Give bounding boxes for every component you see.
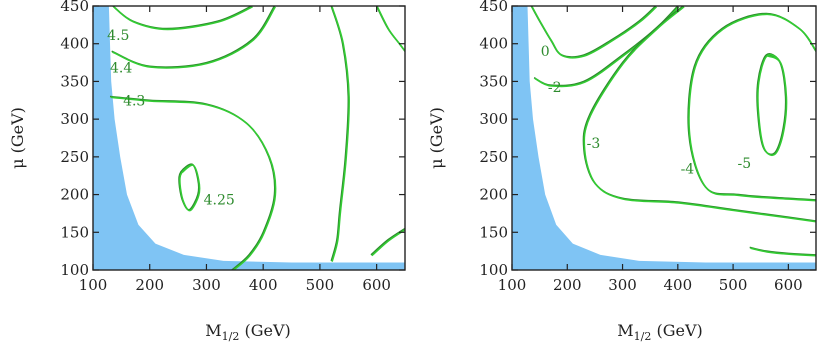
contour-label: 4.3 — [123, 94, 145, 110]
panel-right: 0 -2 -3 -4 -5 100 200 300 400 500 600 100 150 200 250 3… — [427, 0, 817, 343]
y-tick-label: 100 — [479, 261, 508, 279]
x-tick-label: 600 — [774, 276, 803, 294]
contour-line-highlight — [688, 13, 816, 202]
contour-label: 4.5 — [107, 28, 129, 44]
y-tick-label: 300 — [479, 110, 508, 128]
y-tick-label: 300 — [60, 110, 89, 128]
contour-line-highlight — [113, 6, 253, 31]
y-tick-label: 400 — [60, 35, 89, 53]
contour-line — [582, 6, 816, 222]
contour-label: -5 — [738, 156, 752, 172]
y-tick-label: 450 — [60, 0, 89, 15]
contour-line-highlight — [371, 228, 405, 257]
contour-line-highlight — [750, 247, 816, 257]
contour-line — [533, 6, 679, 87]
x-axis-title: M1/2 (GeV) — [205, 321, 290, 343]
contour-line-highlight — [531, 6, 658, 59]
x-tick-label: 300 — [192, 276, 221, 294]
contour-line — [687, 12, 816, 201]
y-axis-title: μ (GeV) — [427, 107, 446, 169]
y-tick-label: 200 — [479, 186, 508, 204]
contour-line-highlight — [179, 164, 201, 212]
contour-line-highlight — [110, 96, 277, 270]
plot-area — [93, 6, 405, 270]
y-tick-label: 150 — [60, 223, 89, 241]
y-tick-label: 400 — [479, 35, 508, 53]
x-tick-label: 400 — [663, 276, 692, 294]
contour-label: 4.4 — [110, 60, 132, 76]
contour-label: 0 — [541, 44, 550, 60]
contour-line-highlight — [534, 6, 680, 88]
contour-label: -2 — [548, 80, 562, 96]
x-tick-label: 100 — [79, 276, 108, 294]
y-tick-label: 450 — [479, 0, 508, 15]
panel-left: 4.5 4.4 4.3 4.25 100 200 300 400 500 600 100 150 200… — [8, 0, 406, 343]
x-tick-label: 500 — [306, 276, 335, 294]
contour-line-highlight — [376, 6, 405, 53]
y-axis-title: μ (GeV) — [8, 107, 27, 169]
x-tick-label: 300 — [608, 276, 637, 294]
x-tick-label: 400 — [249, 276, 278, 294]
contour-label: -4 — [681, 161, 695, 177]
excluded-region — [512, 6, 816, 270]
contour-line-highlight — [331, 6, 350, 262]
contour-line-highlight — [583, 6, 816, 223]
y-tick-label: 250 — [479, 148, 508, 166]
y-tick-label: 150 — [479, 223, 508, 241]
contour-line — [530, 6, 657, 58]
contour-line — [111, 6, 276, 68]
excluded-region — [93, 6, 405, 270]
x-axis-title: M1/2 (GeV) — [617, 321, 702, 343]
x-tick-label: 100 — [498, 276, 527, 294]
x-tick-label: 200 — [553, 276, 582, 294]
x-tick-label: 200 — [135, 276, 164, 294]
y-tick-label: 200 — [60, 186, 89, 204]
contour-label: 4.25 — [204, 192, 235, 208]
y-tick-label: 350 — [479, 72, 508, 90]
plot-frame — [92, 5, 406, 271]
y-tick-label: 250 — [60, 148, 89, 166]
contour-line-highlight — [757, 53, 788, 156]
x-tick-label: 600 — [362, 276, 391, 294]
plot-frame — [511, 5, 817, 271]
contour-line — [370, 227, 405, 256]
contour-line-highlight — [112, 6, 276, 69]
y-tick-label: 100 — [60, 261, 89, 279]
plot-area — [512, 6, 816, 270]
y-tick-label: 350 — [60, 72, 89, 90]
contour-label: -3 — [587, 136, 601, 152]
x-tick-label: 500 — [719, 276, 748, 294]
